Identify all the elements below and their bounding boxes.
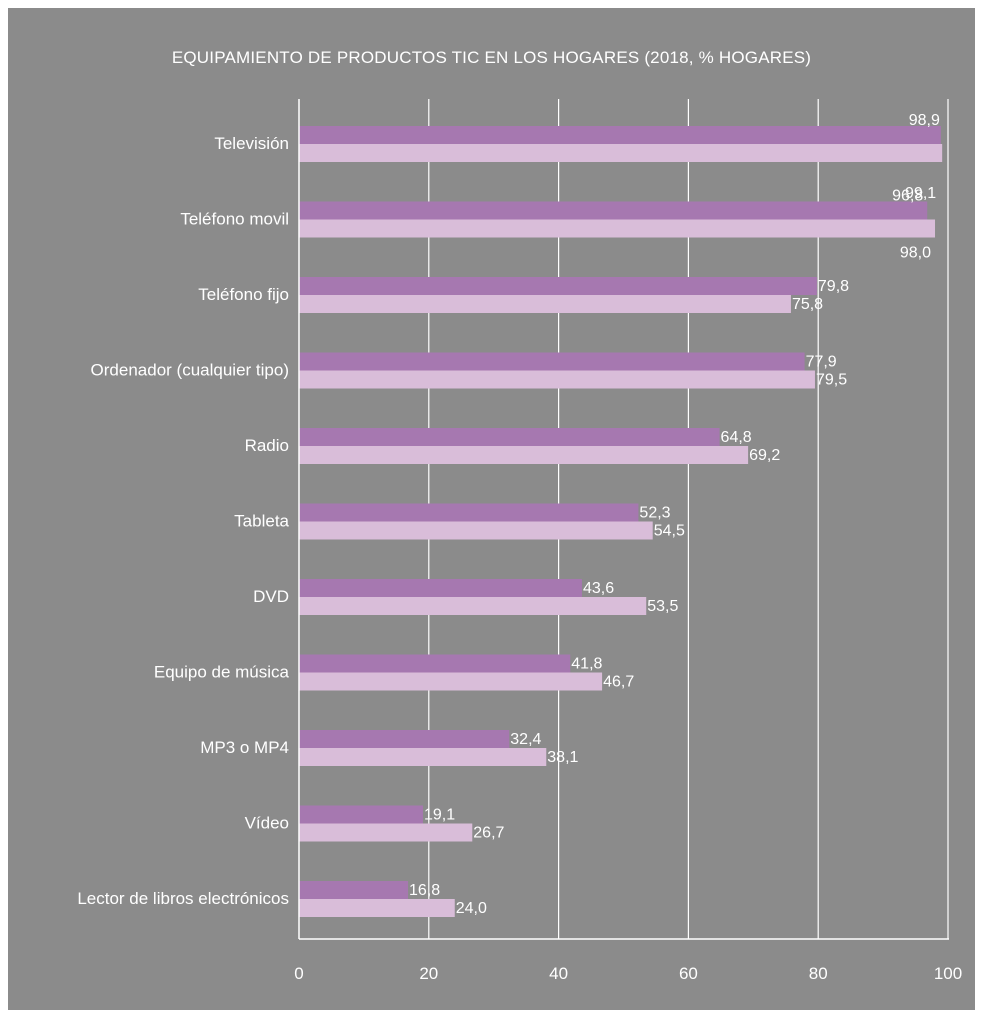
value-label-series-2: 79,5	[816, 372, 847, 389]
category-label: Teléfono fijo	[198, 285, 289, 304]
bar-series-1	[299, 428, 720, 446]
bar-chart: Televisión 98,9 99,1 Teléfono movil 96,8 98,0…	[77, 99, 962, 983]
value-label-series-2: 98,0	[900, 245, 931, 262]
bar-series-1	[299, 201, 928, 220]
value-label-series-1: 98,9	[909, 112, 940, 129]
bar-series-1	[299, 730, 510, 748]
bar-series-2	[299, 521, 653, 540]
bar-series-1	[299, 654, 571, 673]
category-label: Televisión	[214, 134, 289, 153]
category-label: Ordenador (cualquier tipo)	[91, 361, 289, 380]
value-label-series-2: 38,1	[547, 749, 578, 766]
value-label-series-2: 75,8	[792, 296, 823, 313]
bar-series-1	[299, 126, 941, 144]
bar-series-1	[299, 805, 423, 824]
bar-series-2	[299, 899, 455, 917]
value-label-series-2: 26,7	[473, 825, 504, 842]
value-label-series-1: 96,8	[892, 188, 923, 205]
bar-series-2	[299, 672, 603, 691]
value-label-series-1: 77,9	[806, 354, 837, 371]
category-label: Lector de libros electrónicos	[77, 889, 289, 908]
category-label: DVD	[253, 587, 289, 606]
bar-series-1	[299, 277, 817, 295]
value-label-series-2: 69,2	[749, 447, 780, 464]
x-tick-label: 20	[419, 964, 438, 983]
category-label: MP3 o MP4	[200, 738, 289, 757]
value-label-series-1: 43,6	[583, 580, 614, 597]
x-tick-label: 60	[679, 964, 698, 983]
category-label: Teléfono movil	[180, 210, 289, 229]
x-tick-label: 0	[294, 964, 303, 983]
x-tick-label: 100	[934, 964, 962, 983]
value-label-series-1: 41,8	[571, 656, 602, 673]
category-label: Radio	[245, 436, 289, 455]
bar-series-2	[299, 295, 791, 313]
bar-series-2	[299, 370, 815, 389]
category-label: Tableta	[234, 512, 289, 531]
bar-series-1	[299, 352, 805, 371]
bar-series-2	[299, 446, 749, 464]
value-label-series-1: 79,8	[818, 278, 849, 295]
bar-series-2	[299, 823, 473, 842]
bar-series-2	[299, 748, 547, 766]
x-tick-label: 80	[809, 964, 828, 983]
bar-series-1	[299, 579, 582, 597]
value-label-series-1: 16,8	[409, 882, 440, 899]
bar-series-2	[299, 219, 936, 238]
chart-title: EQUIPAMIENTO DE PRODUCTOS TIC EN LOS HOG…	[171, 48, 812, 67]
value-label-series-1: 52,3	[639, 505, 670, 522]
x-tick-label: 40	[549, 964, 568, 983]
value-label-series-2: 46,7	[603, 674, 634, 691]
value-label-series-2: 99,1	[905, 185, 936, 202]
bar-series-2	[299, 597, 647, 615]
value-label-series-2: 54,5	[654, 523, 685, 540]
bar-series-1	[299, 503, 639, 522]
category-label: Vídeo	[245, 814, 289, 833]
bar-series-2	[299, 144, 943, 162]
value-label-series-1: 32,4	[510, 731, 541, 748]
category-label: Equipo de música	[154, 663, 290, 682]
value-label-series-2: 53,5	[647, 598, 678, 615]
chart-panel: EQUIPAMIENTO DE PRODUCTOS TIC EN LOS HOG…	[8, 8, 975, 1010]
value-label-series-1: 19,1	[424, 807, 455, 824]
value-label-series-1: 64,8	[721, 429, 752, 446]
bar-series-1	[299, 881, 409, 899]
value-label-series-2: 24,0	[456, 900, 487, 917]
